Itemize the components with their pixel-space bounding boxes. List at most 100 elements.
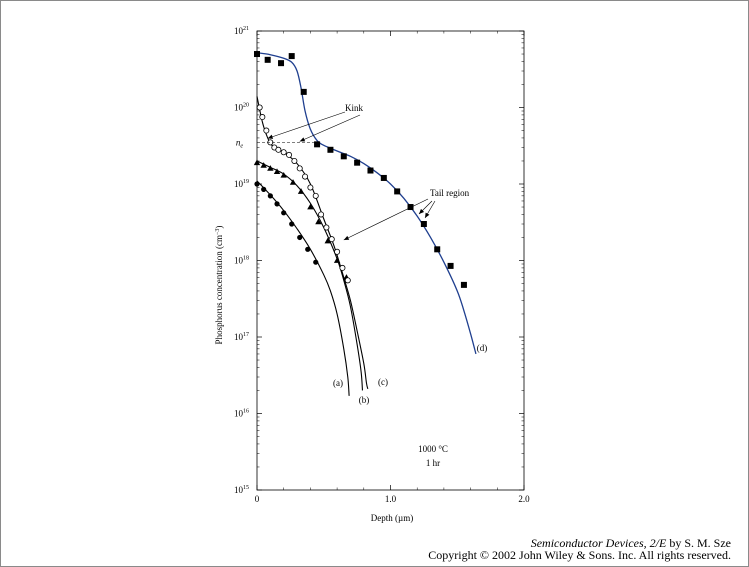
marker-b <box>280 171 287 178</box>
marker-b <box>289 179 297 185</box>
y-tick-base: 10 <box>234 179 244 189</box>
curve-c <box>256 96 369 389</box>
marker-b <box>253 159 261 166</box>
marker-d <box>314 141 321 148</box>
y-tick-exponent: 17 <box>243 332 249 338</box>
x-tick-label: 0 <box>255 494 260 504</box>
marker-d <box>264 56 271 63</box>
marker-c <box>344 277 351 284</box>
marker-d <box>300 88 307 95</box>
marker-c <box>307 184 314 191</box>
y-tick-base: 10 <box>234 103 244 113</box>
kink-arrow-left-head <box>267 134 274 139</box>
marker-b <box>267 165 274 171</box>
marker-d <box>394 188 401 195</box>
marker-a <box>297 234 303 241</box>
y-tick-base: 10 <box>234 409 244 419</box>
marker-b <box>297 188 305 194</box>
temperature-label: 1000 °C <box>418 444 448 454</box>
x-tick-label: 1.0 <box>385 494 397 504</box>
y-tick-label: 1020 <box>234 103 249 113</box>
data-markers <box>253 51 467 288</box>
marker-c <box>275 146 282 153</box>
marker-c <box>286 151 293 158</box>
plot-area <box>256 30 525 491</box>
y-tick-base: 10 <box>234 485 244 495</box>
curve-label-a: (a) <box>333 378 343 388</box>
marker-d <box>367 167 374 174</box>
marker-a <box>274 201 280 207</box>
tail-region-label: Tail region <box>430 188 470 198</box>
marker-c <box>323 224 330 231</box>
marker-b <box>260 162 267 168</box>
y-axis-label-close: ) <box>214 226 224 229</box>
y-tick-exponent: 15 <box>243 485 249 491</box>
marker-c <box>339 264 346 271</box>
marker-c <box>296 165 303 172</box>
x-axis-ticks: 0 1.0 2.0 <box>255 31 530 504</box>
marker-b <box>273 168 281 175</box>
annotations: ne Kink Tail region (a) (b) (c) (d) 1000 °C 1 hr <box>236 103 487 468</box>
marker-d <box>327 146 334 153</box>
y-axis-label-main: Phosphorus concentration (cm <box>214 235 224 344</box>
tail-arrow-right-1-head <box>419 208 425 214</box>
marker-d <box>340 153 347 160</box>
marker-a <box>261 186 267 192</box>
plot-border <box>256 30 525 491</box>
caption-source-line: Semiconductor Devices, 2/E by S. M. Sze <box>428 537 731 549</box>
y-tick-base: 10 <box>234 256 244 266</box>
curve-label-b: (b) <box>359 395 370 405</box>
marker-a <box>281 210 287 216</box>
caption-copyright: Copyright © 2002 John Wiley & Sons. Inc.… <box>428 548 731 562</box>
marker-c <box>334 248 341 255</box>
marker-c <box>259 114 266 121</box>
marker-c <box>302 173 309 180</box>
marker-d <box>354 159 361 166</box>
y-tick-exponent: 19 <box>243 179 249 185</box>
y-tick-exponent: 21 <box>243 26 249 32</box>
y-tick-label: 1021 <box>234 26 249 36</box>
kink-arrow-left <box>267 111 346 139</box>
time-label: 1 hr <box>426 458 440 468</box>
book-title: Semiconductor Devices, 2/E <box>530 536 667 550</box>
curve-d <box>256 52 477 355</box>
y-tick-label: 1017 <box>234 332 249 342</box>
y-tick-label: 1019 <box>234 179 249 189</box>
y-tick-exponent: 20 <box>243 103 249 109</box>
curve-label-c: (c) <box>378 377 388 387</box>
kink-arrow-right <box>299 114 361 142</box>
marker-d <box>434 246 441 253</box>
marker-a <box>305 246 311 252</box>
y-tick-base: 10 <box>234 332 244 342</box>
y-tick-exponent: 18 <box>243 256 249 262</box>
marker-d <box>278 60 285 67</box>
marker-b <box>333 257 341 263</box>
marker-a <box>254 181 260 187</box>
y-tick-label: 1016 <box>234 409 249 419</box>
marker-d <box>407 204 414 211</box>
marker-c <box>280 149 287 156</box>
curve-label-d: (d) <box>477 343 488 353</box>
y-axis-label: Phosphorus concentration (cm−3) <box>214 226 224 345</box>
marker-d <box>447 262 454 269</box>
marker-c <box>312 192 319 199</box>
x-axis-label: Depth (µm) <box>371 513 413 523</box>
curve-a <box>256 180 350 396</box>
marker-c <box>291 157 298 164</box>
marker-d <box>420 221 427 228</box>
marker-c <box>256 104 263 111</box>
marker-d <box>254 51 260 58</box>
marker-d <box>288 53 295 60</box>
marker-b <box>324 237 331 244</box>
tail-arrow-left <box>343 198 429 241</box>
y-tick-exponent: 16 <box>243 409 249 415</box>
marker-a <box>289 221 295 227</box>
ne-label-main: n <box>236 137 241 147</box>
kink-arrow-right-head <box>299 137 306 142</box>
marker-b <box>307 203 314 210</box>
marker-b <box>315 218 322 225</box>
y-tick-label: 1018 <box>234 256 249 266</box>
ne-label: ne <box>236 137 244 149</box>
